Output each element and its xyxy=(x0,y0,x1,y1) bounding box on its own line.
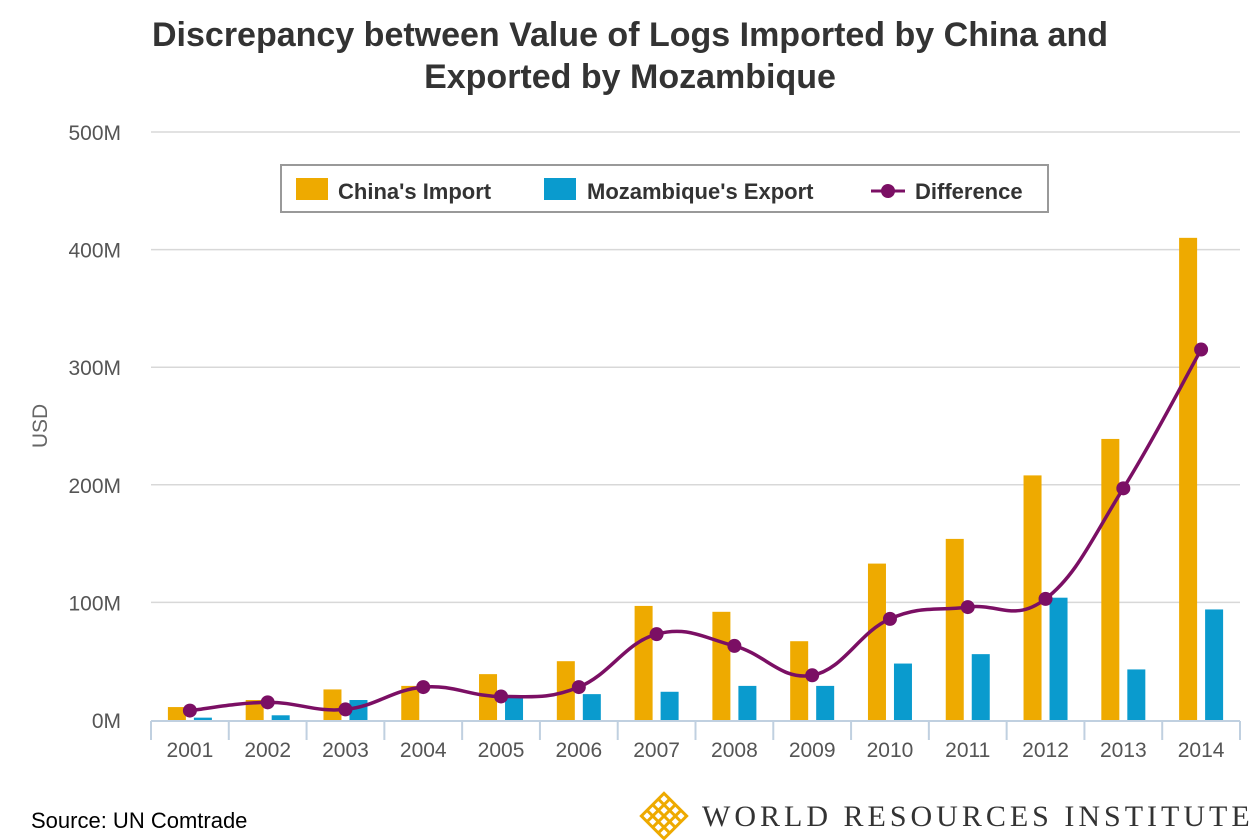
x-tick-label: 2005 xyxy=(478,739,525,762)
legend-box xyxy=(280,164,1049,213)
legend-label-china-import: China's Import xyxy=(338,179,492,204)
source-note: Source: UN Comtrade xyxy=(31,808,248,833)
difference-point-2009[interactable] xyxy=(805,668,820,683)
chart-title-line-1: Discrepancy between Value of Logs Import… xyxy=(152,16,1108,54)
x-tick-label: 2007 xyxy=(633,739,680,762)
bar-mozambique-export-2012[interactable] xyxy=(1049,597,1068,720)
difference-point-2011[interactable] xyxy=(960,600,975,615)
legend-label-mozambique-export: Mozambique's Export xyxy=(587,179,814,204)
bar-mozambique-export-2007[interactable] xyxy=(660,691,679,720)
bar-china-import-2009[interactable] xyxy=(790,641,809,720)
x-tick-label: 2001 xyxy=(167,739,214,762)
wri-logo-text: WORLD RESOURCES INSTITUTE xyxy=(702,800,1254,833)
gridlines xyxy=(151,131,1240,604)
bar-mozambique-export-2008[interactable] xyxy=(738,685,757,720)
x-tick-label: 2013 xyxy=(1100,739,1147,762)
y-tick-label: 200M xyxy=(68,475,121,498)
bar-china-import-2001[interactable] xyxy=(167,707,186,720)
x-tick-label: 2004 xyxy=(400,739,447,762)
x-tick-label: 2012 xyxy=(1022,739,1069,762)
difference-series-line xyxy=(189,348,1203,713)
y-tick-label: 400M xyxy=(68,240,121,263)
difference-point-2010[interactable] xyxy=(882,611,897,626)
bar-mozambique-export-2002[interactable] xyxy=(271,715,290,720)
difference-point-2004[interactable] xyxy=(416,680,431,695)
bar-mozambique-export-2009[interactable] xyxy=(816,685,835,720)
difference-point-2012[interactable] xyxy=(1038,591,1053,606)
bar-china-import-2014[interactable] xyxy=(1179,237,1198,720)
bar-china-import-2012[interactable] xyxy=(1023,475,1042,720)
y-axis-ticks: 0M 100M 200M 300M 400M 500M xyxy=(68,122,121,733)
x-tick-label: 2009 xyxy=(789,739,836,762)
bar-china-import-2007[interactable] xyxy=(634,605,653,720)
legend-swatch-difference-marker xyxy=(881,184,895,198)
difference-point-2003[interactable] xyxy=(338,702,353,717)
y-tick-label: 100M xyxy=(68,592,121,615)
bar-mozambique-export-2006[interactable] xyxy=(582,694,601,720)
legend-swatch-mozambique-export xyxy=(544,178,576,200)
x-tick-label: 2010 xyxy=(867,739,914,762)
difference-point-2008[interactable] xyxy=(727,638,742,653)
difference-point-2007[interactable] xyxy=(649,627,664,642)
legend[interactable]: China's Import Mozambique's Export Diffe… xyxy=(280,164,1049,213)
bar-china-import-2008[interactable] xyxy=(712,611,731,720)
difference-point-2001[interactable] xyxy=(182,703,197,718)
legend-swatch-china-import xyxy=(296,178,328,200)
bar-china-import-2002[interactable] xyxy=(245,700,264,720)
bar-mozambique-export-2014[interactable] xyxy=(1205,609,1224,720)
y-axis-label: USD xyxy=(29,404,52,448)
x-tick-label: 2014 xyxy=(1178,739,1225,762)
y-tick-label: 300M xyxy=(68,357,121,380)
x-axis: 2001 2002 2003 2004 2005 2006 2007 2008 2009 2010… xyxy=(150,720,1241,762)
bar-mozambique-export-2010[interactable] xyxy=(893,663,912,720)
legend-label-difference: Difference xyxy=(915,179,1023,204)
bar-china-import-2013[interactable] xyxy=(1101,438,1120,720)
bars xyxy=(167,237,1224,720)
bar-mozambique-export-2001[interactable] xyxy=(193,717,212,720)
x-tick-label: 2006 xyxy=(555,739,602,762)
chart-title: Discrepancy between Value of Logs Import… xyxy=(0,14,1260,98)
wri-emblem-icon xyxy=(639,791,689,840)
x-tick-label: 2003 xyxy=(322,739,369,762)
difference-point-2013[interactable] xyxy=(1116,481,1131,496)
bar-mozambique-export-2005[interactable] xyxy=(505,697,524,720)
y-tick-label: 0M xyxy=(92,710,121,733)
bar-china-import-2011[interactable] xyxy=(945,538,964,720)
bar-china-import-2003[interactable] xyxy=(323,689,342,720)
difference-point-2014[interactable] xyxy=(1194,342,1209,357)
x-tick-label: 2008 xyxy=(711,739,758,762)
chart-title-line-2: Exported by Mozambique xyxy=(424,58,836,96)
bar-mozambique-export-2011[interactable] xyxy=(971,654,990,720)
x-tick-label: 2011 xyxy=(945,739,990,762)
bar-china-import-2004[interactable] xyxy=(401,685,420,720)
difference-point-2005[interactable] xyxy=(494,689,509,704)
bar-mozambique-export-2013[interactable] xyxy=(1127,669,1146,720)
difference-point-2002[interactable] xyxy=(260,695,275,710)
x-tick-label: 2002 xyxy=(244,739,291,762)
wri-logo xyxy=(639,791,689,840)
difference-point-2006[interactable] xyxy=(571,680,586,695)
y-tick-label: 500M xyxy=(68,122,121,145)
bar-china-import-2010[interactable] xyxy=(867,563,886,720)
difference-line xyxy=(182,342,1209,718)
